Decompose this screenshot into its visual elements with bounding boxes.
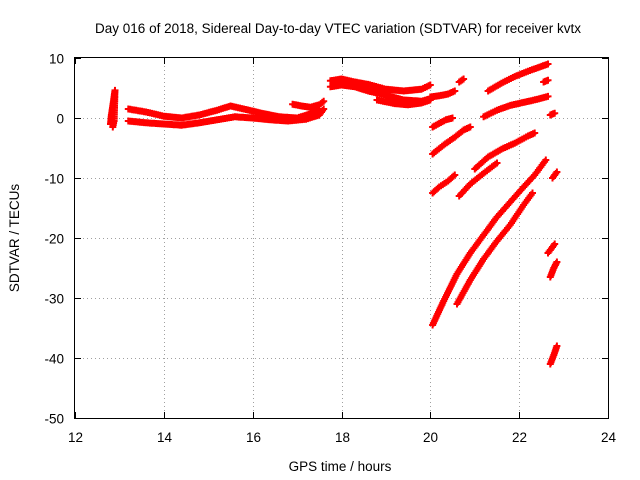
series-arc-16 bbox=[546, 109, 559, 119]
series-arc-11 bbox=[480, 92, 552, 121]
series-arc-22 bbox=[544, 240, 559, 257]
series-arc-1 bbox=[107, 86, 119, 131]
series-arc-5 bbox=[326, 75, 434, 95]
series-arc-23 bbox=[546, 258, 561, 281]
y-tick-label: -20 bbox=[44, 232, 64, 247]
x-tick-label: 18 bbox=[335, 430, 350, 445]
series-arc-19 bbox=[429, 156, 550, 329]
series-arc-17 bbox=[429, 171, 459, 197]
series-arc-12 bbox=[429, 114, 456, 131]
y-tick-label: -40 bbox=[44, 352, 64, 367]
series-arc-18 bbox=[455, 159, 501, 200]
series-arc-3 bbox=[124, 105, 328, 129]
x-tick-label: 16 bbox=[246, 430, 261, 445]
series-arc-10 bbox=[484, 60, 552, 95]
y-tick-label: -10 bbox=[44, 172, 64, 187]
series-arc-8 bbox=[426, 87, 459, 101]
plot-frame bbox=[74, 57, 609, 419]
series-arc-20 bbox=[453, 189, 536, 308]
series-arc-9 bbox=[455, 75, 468, 86]
series-arc-15 bbox=[540, 76, 552, 86]
chart-title: Day 016 of 2018, Sidereal Day-to-day VTE… bbox=[95, 21, 581, 36]
axis-ticks: 12 14 16 18 20 22 24 -50 -40 -30 -20 -10 0 10 bbox=[44, 52, 616, 446]
y-tick-label: -30 bbox=[44, 292, 64, 307]
y-tick-label: 10 bbox=[49, 52, 64, 67]
series-arc-21 bbox=[549, 168, 561, 182]
x-tick-label: 24 bbox=[601, 430, 617, 445]
series-arc-24 bbox=[546, 342, 561, 368]
y-tick-label: -50 bbox=[44, 412, 64, 427]
x-tick-label: 14 bbox=[157, 430, 173, 445]
y-tick-label: 0 bbox=[56, 112, 64, 127]
x-tick-label: 22 bbox=[512, 430, 527, 445]
series-arc-14 bbox=[471, 129, 539, 173]
series-arc-7 bbox=[373, 96, 434, 109]
x-tick-label: 20 bbox=[423, 430, 438, 445]
series-arc-13 bbox=[429, 123, 474, 158]
x-tick-label: 12 bbox=[68, 430, 83, 445]
y-axis-label: SDTVAR / TECUs bbox=[7, 184, 22, 293]
series-arc-4 bbox=[289, 97, 328, 111]
x-axis-label: GPS time / hours bbox=[289, 459, 392, 474]
data-series bbox=[107, 60, 561, 368]
